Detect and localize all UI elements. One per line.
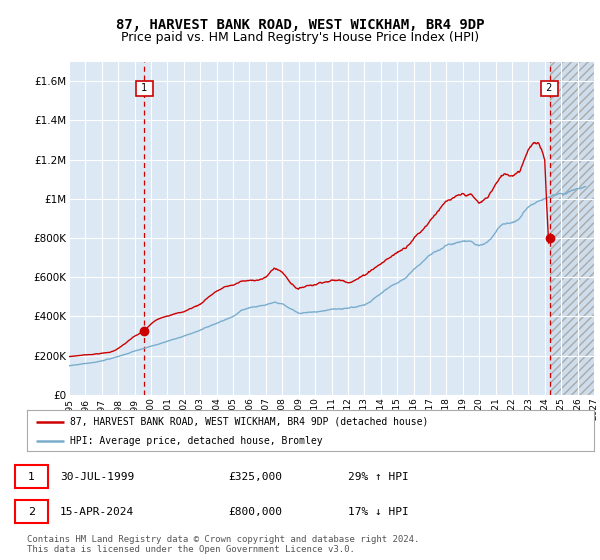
Text: 1: 1 (138, 83, 151, 94)
FancyBboxPatch shape (15, 465, 48, 488)
Text: 15-APR-2024: 15-APR-2024 (60, 507, 134, 516)
Text: 1: 1 (28, 472, 35, 482)
Text: 30-JUL-1999: 30-JUL-1999 (60, 472, 134, 482)
Text: £800,000: £800,000 (228, 507, 282, 516)
Text: 17% ↓ HPI: 17% ↓ HPI (348, 507, 409, 516)
Text: 2: 2 (28, 507, 35, 516)
Bar (550, 62, 594, 395)
Text: 2: 2 (543, 83, 556, 94)
Bar (550, 62, 594, 395)
Text: HPI: Average price, detached house, Bromley: HPI: Average price, detached house, Brom… (70, 436, 322, 446)
Text: 87, HARVEST BANK ROAD, WEST WICKHAM, BR4 9DP: 87, HARVEST BANK ROAD, WEST WICKHAM, BR4… (116, 18, 484, 32)
Text: 29% ↑ HPI: 29% ↑ HPI (348, 472, 409, 482)
Text: 87, HARVEST BANK ROAD, WEST WICKHAM, BR4 9DP (detached house): 87, HARVEST BANK ROAD, WEST WICKHAM, BR4… (70, 417, 428, 427)
Text: Price paid vs. HM Land Registry's House Price Index (HPI): Price paid vs. HM Land Registry's House … (121, 31, 479, 44)
FancyBboxPatch shape (15, 500, 48, 523)
Text: Contains HM Land Registry data © Crown copyright and database right 2024.
This d: Contains HM Land Registry data © Crown c… (27, 535, 419, 554)
Text: £325,000: £325,000 (228, 472, 282, 482)
